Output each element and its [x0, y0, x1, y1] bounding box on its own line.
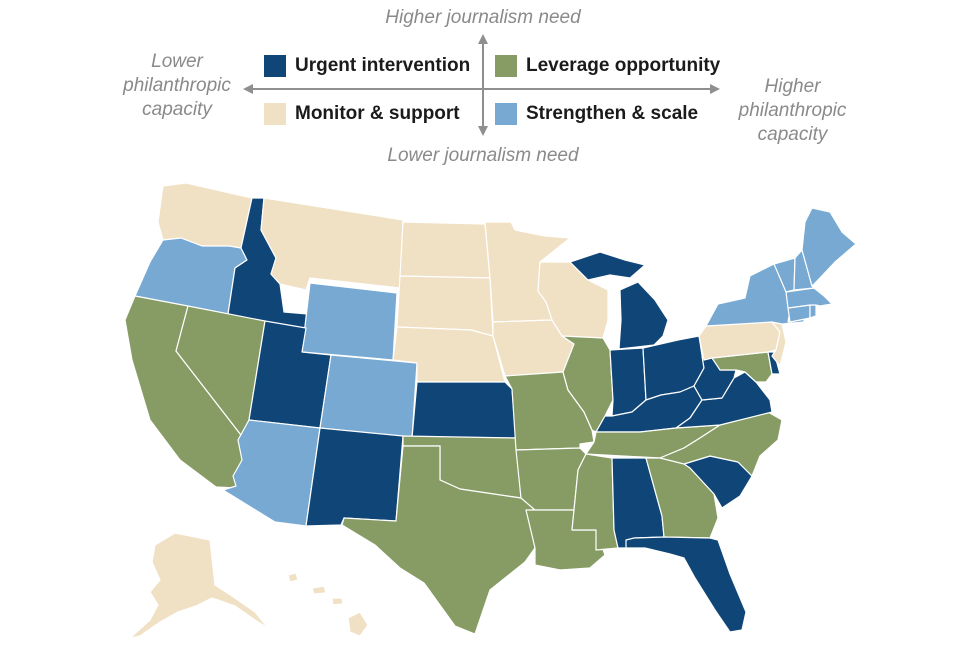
axis-label-left-line3: capacity	[142, 99, 212, 120]
state-hi[interactable]	[287, 572, 369, 637]
state-mt[interactable]	[260, 197, 404, 291]
axis-label-right-line2: philanthropic	[738, 100, 847, 121]
axis-label-right: Higher philanthropic capacity	[725, 75, 860, 147]
legend-urgent: Urgent intervention	[264, 55, 470, 77]
state-nh[interactable]	[793, 249, 815, 291]
legend-swatch-strengthen	[495, 103, 517, 125]
legend-monitor: Monitor & support	[264, 103, 460, 125]
legend-swatch-monitor	[264, 103, 286, 125]
axis-label-left: Lower philanthropic capacity	[112, 50, 242, 122]
legend-strengthen: Strengthen & scale	[495, 103, 698, 125]
legend-label-leverage: Leverage opportunity	[526, 55, 721, 76]
legend-label-monitor: Monitor & support	[295, 103, 460, 124]
axis-label-right-line1: Higher	[764, 76, 821, 97]
arrow-up-icon	[478, 34, 488, 44]
state-il[interactable]	[561, 335, 614, 433]
state-wy[interactable]	[301, 282, 398, 361]
state-ma[interactable]	[785, 287, 833, 309]
states	[124, 182, 857, 639]
state-mi[interactable]	[569, 251, 669, 350]
arrow-right-icon	[710, 84, 720, 94]
legend-leverage: Leverage opportunity	[495, 55, 720, 77]
state-ak[interactable]	[129, 532, 269, 639]
state-nj[interactable]	[771, 321, 787, 367]
legend-label-urgent: Urgent intervention	[295, 55, 471, 76]
legend-swatch-leverage	[495, 55, 517, 77]
state-fl[interactable]	[625, 536, 747, 633]
axis-label-left-line2: philanthropic	[123, 75, 231, 96]
state-de[interactable]	[767, 351, 781, 375]
state-co[interactable]	[319, 354, 418, 439]
arrow-down-icon	[478, 126, 488, 136]
state-nd[interactable]	[399, 221, 491, 279]
state-ri[interactable]	[809, 304, 817, 319]
quadrant-axes	[243, 34, 720, 136]
legend-label-strengthen: Strengthen & scale	[526, 103, 699, 124]
axis-label-bottom: Lower journalism need	[387, 145, 579, 166]
state-nm[interactable]	[305, 427, 404, 527]
state-nc[interactable]	[659, 411, 783, 477]
state-me[interactable]	[801, 207, 857, 287]
axis-label-right-line3: capacity	[757, 124, 828, 145]
state-wa[interactable]	[157, 182, 253, 249]
state-ks[interactable]	[411, 381, 517, 439]
axis-label-top: Higher journalism need	[385, 7, 581, 28]
arrow-left-icon	[243, 84, 253, 94]
axis-label-left-line1: Lower	[151, 51, 203, 72]
legend-swatch-urgent	[264, 55, 286, 77]
